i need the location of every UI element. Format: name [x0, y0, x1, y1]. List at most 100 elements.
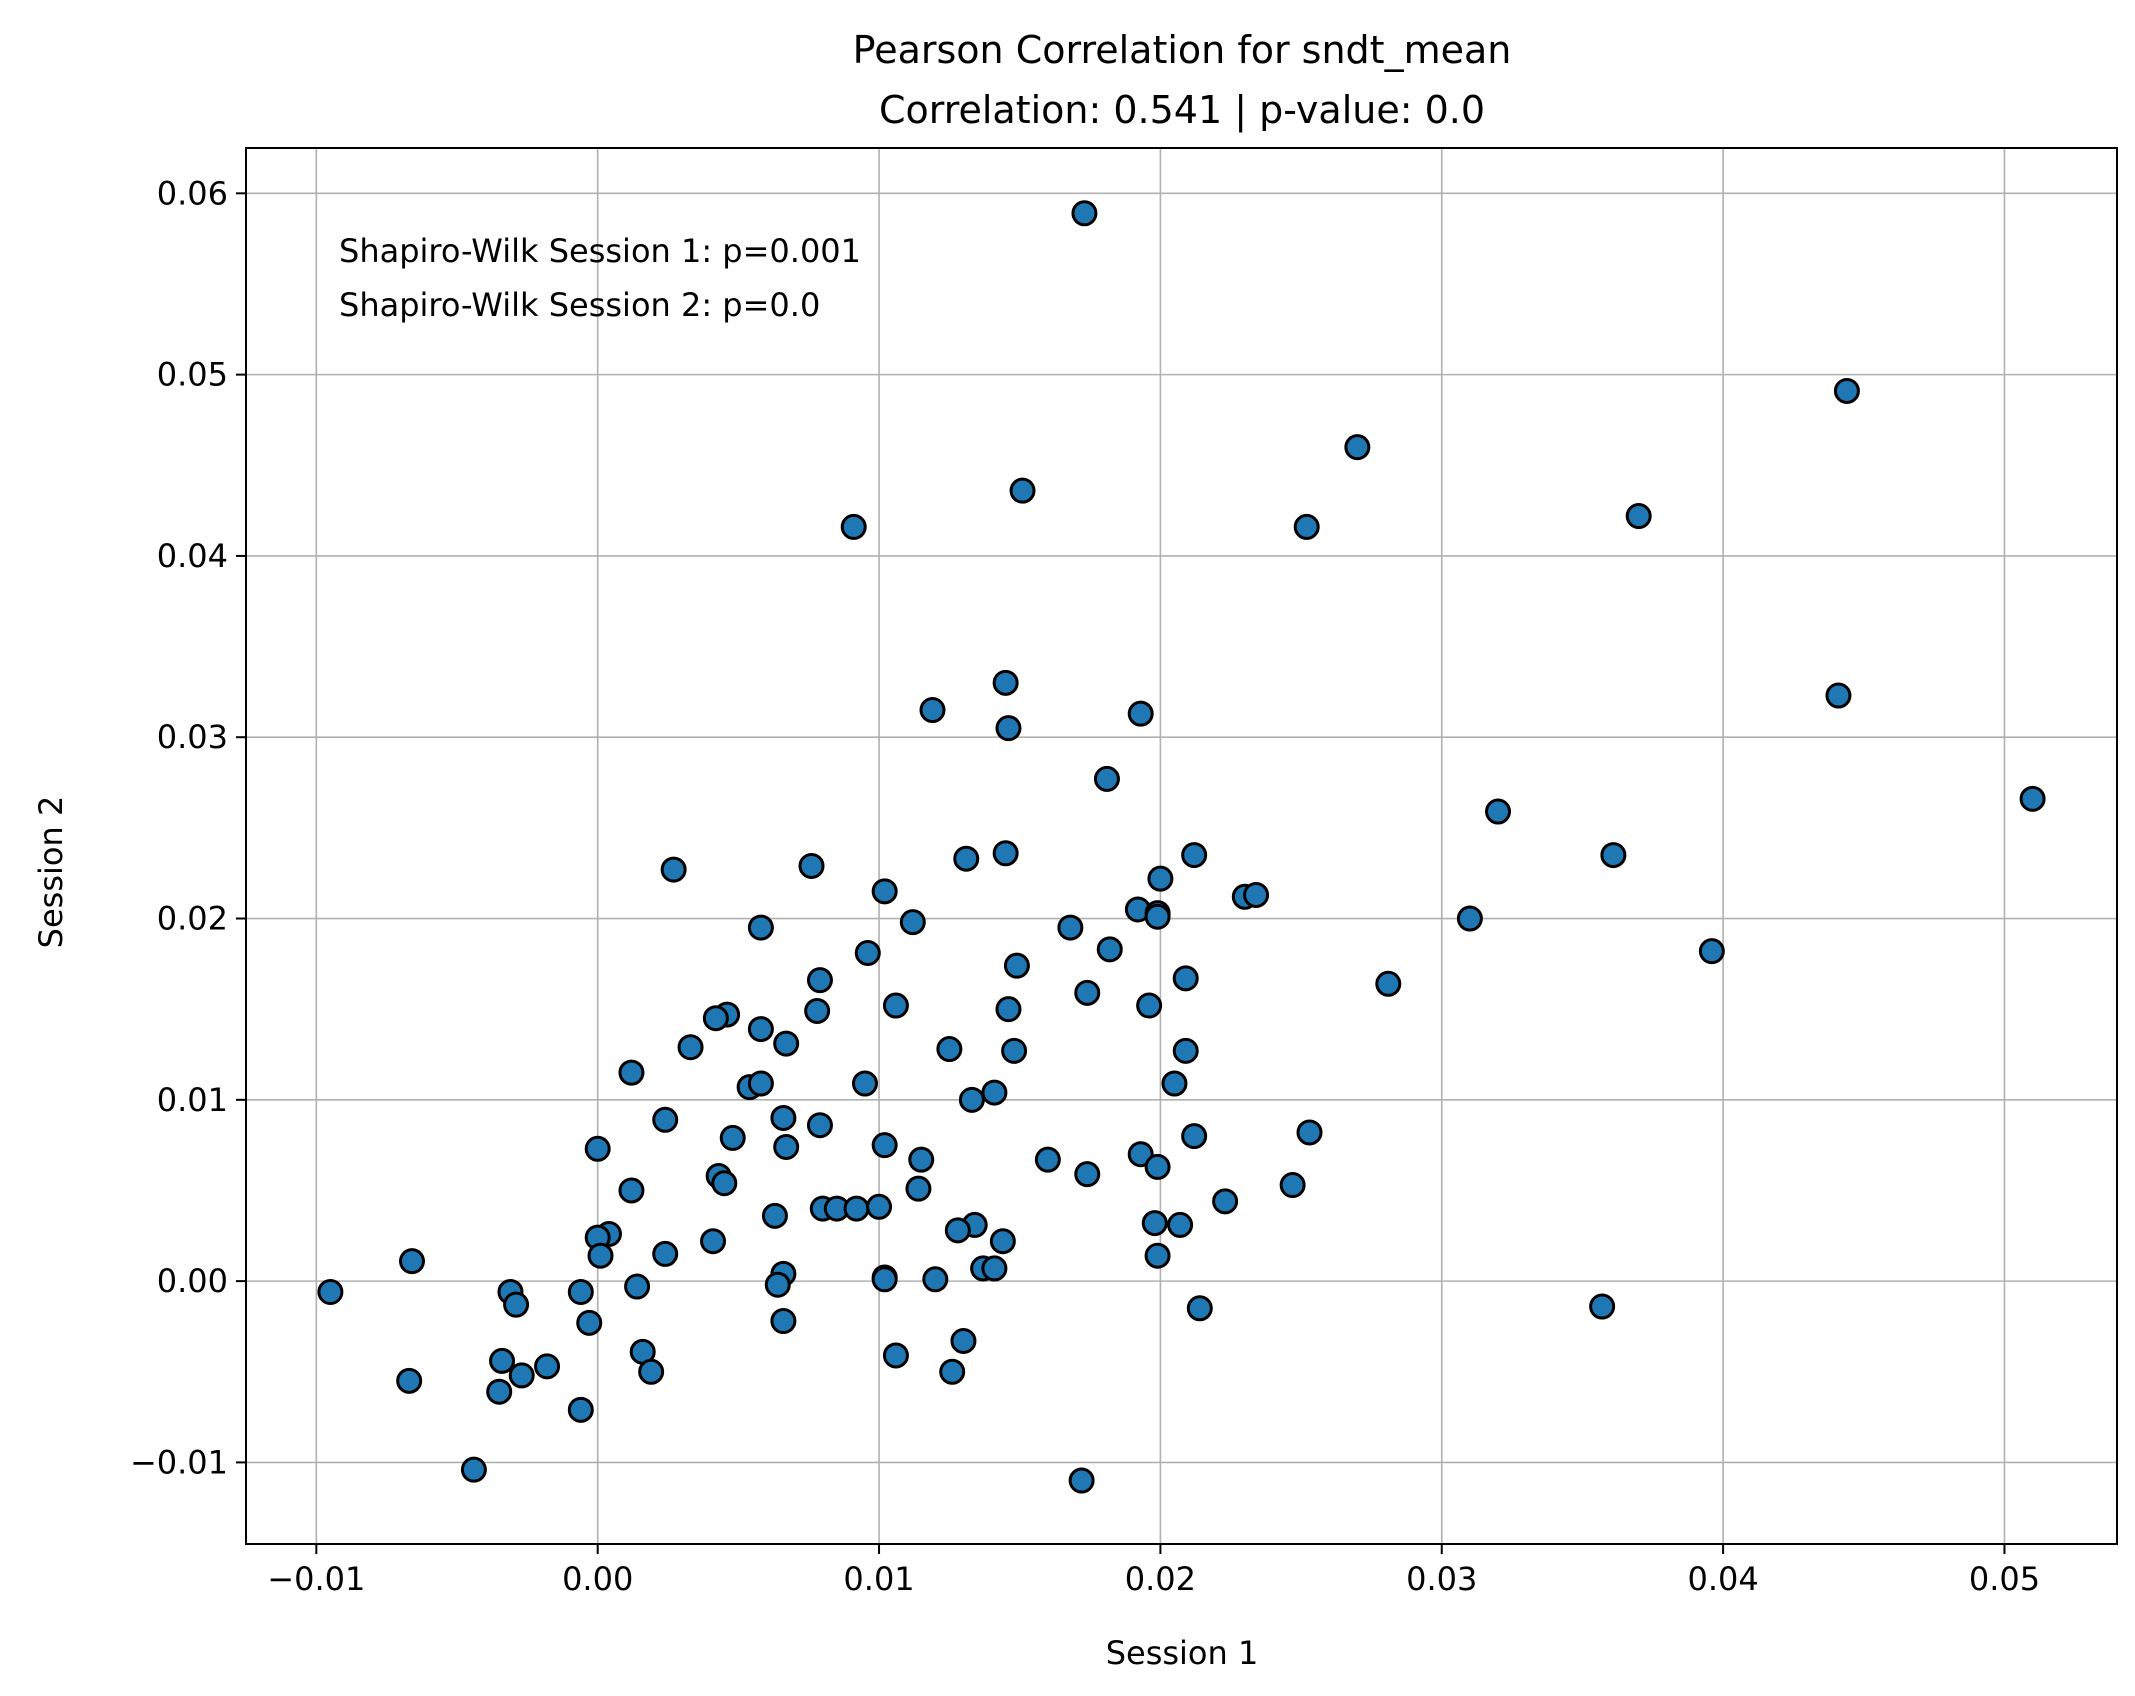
scatter-point: [317, 1278, 344, 1305]
scatter-point: [503, 1291, 530, 1318]
scatter-point: [1096, 936, 1123, 963]
scatter-point: [747, 1070, 774, 1097]
scatter-point: [882, 992, 909, 1019]
scatter-point: [1071, 200, 1098, 227]
scatter-point: [840, 513, 867, 540]
y-tick-label: −0.01: [130, 1443, 228, 1481]
scatter-point: [489, 1347, 516, 1374]
scatter-point: [764, 1271, 791, 1298]
scatter-point: [638, 1358, 665, 1385]
scatter-point: [1167, 1211, 1194, 1238]
scatter-point: [981, 1255, 1008, 1282]
scatter-point: [1698, 938, 1725, 965]
x-tick-label: 0.05: [1969, 1560, 2040, 1598]
scatter-point: [1127, 1141, 1154, 1168]
scatter-point: [995, 715, 1022, 742]
scatter-point: [1181, 842, 1208, 869]
scatter-point: [1172, 1037, 1199, 1064]
scatter-point: [1009, 477, 1036, 504]
scatter-point: [1141, 1210, 1168, 1237]
scatter-point: [770, 1104, 797, 1131]
scatter-point: [905, 1175, 932, 1202]
scatter-point: [567, 1396, 594, 1423]
scatter-point: [747, 1016, 774, 1043]
scatter-point: [1001, 1037, 1028, 1064]
x-tick-label: 0.00: [562, 1560, 633, 1598]
scatter-point: [899, 909, 926, 936]
scatter-point: [652, 1106, 679, 1133]
scatter-point: [804, 997, 831, 1024]
scatter-point: [1344, 434, 1371, 461]
axis-ticks: −0.01 0.00 0.01 0.02 0.03 0.04 0.05 −0.01 0.00 0.…: [130, 174, 2040, 1598]
scatter-point: [1456, 905, 1483, 932]
scatter-point: [660, 856, 687, 883]
scatter-point: [806, 1112, 833, 1139]
scatter-point: [866, 1193, 893, 1220]
scatter-point: [460, 1456, 487, 1483]
scatter-point: [1600, 842, 1627, 869]
scatter-point: [576, 1309, 603, 1336]
scatter-point: [1293, 513, 1320, 540]
scatter-point: [747, 914, 774, 941]
scatter-point: [953, 845, 980, 872]
scatter-point: [677, 1034, 704, 1061]
scatter-point: [1144, 1242, 1171, 1269]
scatter-point: [919, 697, 946, 724]
scatter-point: [843, 1195, 870, 1222]
scatter-point: [761, 1202, 788, 1229]
scatter-point: [700, 1228, 727, 1255]
scatter-point: [944, 1217, 971, 1244]
scatter-point: [882, 1342, 909, 1369]
x-tick-label: −0.01: [267, 1560, 365, 1598]
y-tick-label: 0.06: [157, 174, 228, 212]
scatter-point: [1375, 970, 1402, 997]
scatter-point: [1186, 1295, 1213, 1322]
y-axis-label: Session 2: [32, 796, 70, 949]
y-tick-label: 0.05: [157, 356, 228, 394]
shapiro-wilk-session-1-note: Shapiro-Wilk Session 1: p=0.001: [339, 232, 861, 270]
y-tick-label: 0.03: [157, 718, 228, 756]
scatter-point: [1161, 1070, 1188, 1097]
scatter-point: [719, 1124, 746, 1151]
scatter-point: [1074, 979, 1101, 1006]
scatter-point: [584, 1135, 611, 1162]
y-tick-label: 0.04: [157, 537, 228, 575]
data-points: [317, 200, 2046, 1494]
scatter-point: [652, 1240, 679, 1267]
scatter-point: [398, 1248, 425, 1275]
scatter-point: [871, 878, 898, 905]
scatter-point: [702, 1005, 729, 1032]
scatter-point: [939, 1358, 966, 1385]
x-tick-label: 0.02: [1125, 1560, 1196, 1598]
scatter-point: [1172, 965, 1199, 992]
scatter-point: [806, 967, 833, 994]
scatter-point: [871, 1266, 898, 1293]
scatter-point: [2019, 785, 2046, 812]
scatter-point: [1057, 914, 1084, 941]
scatter-point: [1485, 798, 1512, 825]
scatter-point: [1068, 1467, 1095, 1494]
x-tick-label: 0.03: [1406, 1560, 1477, 1598]
scatter-point: [1625, 503, 1652, 530]
grid-lines: [246, 148, 2117, 1544]
y-tick-label: 0.01: [157, 1081, 228, 1119]
scatter-point: [534, 1353, 561, 1380]
scatter-point: [981, 1079, 1008, 1106]
scatter-point: [618, 1177, 645, 1204]
scatter-point: [773, 1133, 800, 1160]
scatter-point: [1144, 1153, 1171, 1180]
y-tick-label: 0.00: [157, 1262, 228, 1300]
scatter-point: [908, 1146, 935, 1173]
scatter-point: [587, 1242, 614, 1269]
x-tick-label: 0.01: [843, 1560, 914, 1598]
scatter-point: [854, 939, 881, 966]
scatter-point: [989, 1228, 1016, 1255]
plot-area-frame: [245, 147, 2118, 1545]
scatter-point: [770, 1308, 797, 1335]
scatter-point: [1093, 765, 1120, 792]
scatter-point: [508, 1362, 535, 1389]
scatter-point: [1825, 682, 1852, 709]
chart-title: Pearson Correlation for sndt_mean: [853, 28, 1512, 72]
chart-subtitle: Correlation: 0.541 | p-value: 0.0: [879, 88, 1485, 133]
